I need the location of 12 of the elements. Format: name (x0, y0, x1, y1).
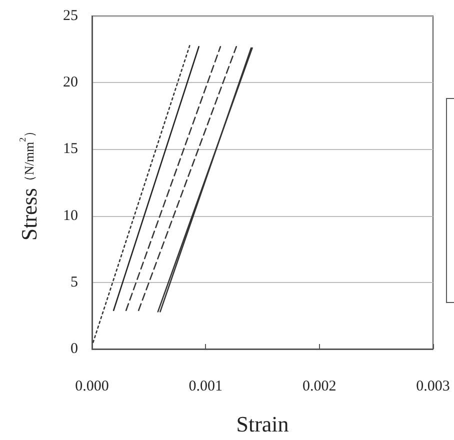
x-tick-label: 0.003 (416, 378, 450, 394)
x-tick-label: 0.000 (75, 378, 109, 394)
y-tick-label: 20 (63, 74, 78, 91)
y-tick-label: 25 (63, 8, 78, 24)
y-tick-label: 10 (63, 208, 78, 224)
x-tick-label: 0.002 (302, 378, 336, 394)
y-axis-title: Stress（N/mm2） (16, 124, 42, 241)
y-tick-label: 5 (70, 274, 78, 290)
y-tick-label: 15 (63, 141, 78, 158)
x-tick-label: 0.001 (188, 378, 223, 394)
x-axis-title: Strain (236, 412, 289, 436)
y-tick-label: 0 (70, 341, 78, 357)
